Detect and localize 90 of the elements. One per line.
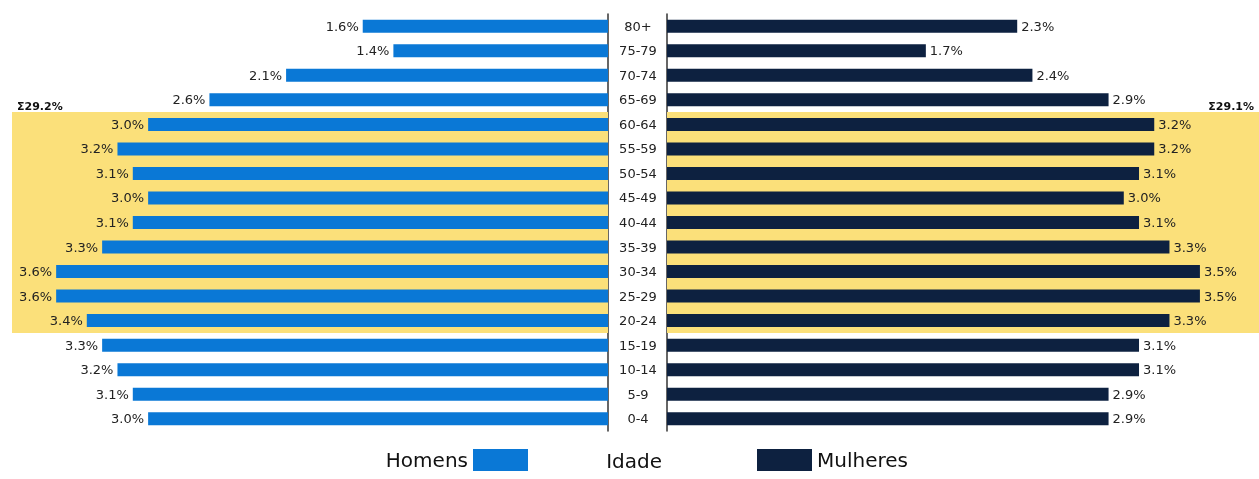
data-label: 3.1% [1143, 165, 1177, 181]
y-tick-label: 70-74 [619, 67, 657, 83]
bar [667, 265, 1200, 279]
bar [286, 68, 608, 82]
data-label: 2.1% [249, 67, 283, 83]
bar [667, 191, 1124, 205]
bar [148, 117, 608, 131]
bar [393, 44, 608, 58]
data-label: 3.3% [1173, 239, 1207, 255]
y-tick-label: 65-69 [619, 92, 657, 108]
y-tick-label: 80+ [624, 18, 652, 34]
y-axis-title: Idade [606, 449, 663, 473]
y-tick-label: 25-29 [619, 288, 657, 304]
y-tick-label: 60-64 [619, 116, 657, 132]
data-label: 3.1% [95, 215, 129, 230]
bar [667, 93, 1109, 107]
data-label: 2.9% [1112, 92, 1146, 108]
data-label: 3.3% [65, 239, 99, 255]
data-label: 3.0% [111, 411, 145, 427]
data-label: 2.9% [1112, 411, 1146, 427]
data-label: 1.6% [325, 18, 359, 34]
bar [56, 265, 608, 279]
data-label: 3.0% [1127, 190, 1161, 206]
y-tick-label: 55-59 [619, 141, 657, 157]
y-tick-label: 30-34 [619, 264, 657, 280]
bar [667, 44, 926, 58]
bar [132, 166, 608, 180]
y-tick-label: 45-49 [619, 190, 657, 206]
bar [667, 387, 1109, 401]
bar [667, 117, 1155, 131]
bar [667, 289, 1200, 303]
data-label: 3.1% [1143, 215, 1177, 230]
bar [117, 142, 608, 156]
data-label: 2.9% [1112, 386, 1146, 402]
bar [667, 240, 1170, 254]
data-label: 3.5% [1203, 264, 1237, 280]
bar [667, 216, 1140, 229]
y-tick-label: 35-39 [619, 239, 657, 255]
data-label: 3.6% [19, 264, 53, 280]
bar [86, 314, 608, 328]
data-label: 3.2% [1158, 116, 1192, 132]
bar [667, 142, 1155, 156]
bar [667, 19, 1018, 33]
bar [667, 363, 1140, 377]
bar [667, 68, 1033, 82]
bar [148, 191, 608, 205]
data-label: 1.7% [929, 43, 963, 59]
data-label: 3.6% [19, 288, 53, 304]
band-label: Σ29.1% [1208, 100, 1254, 114]
y-tick-label: 40-44 [619, 215, 657, 230]
data-label: 1.4% [356, 43, 390, 59]
data-label: 3.1% [1143, 362, 1177, 378]
legend-label: Homens [385, 448, 468, 472]
bar [56, 289, 608, 303]
y-tick-label: 20-24 [619, 313, 657, 329]
bar [667, 166, 1140, 180]
bar [132, 216, 608, 229]
bar [362, 19, 608, 33]
bar [209, 93, 608, 107]
data-label: 3.0% [111, 116, 145, 132]
legend-label: Mulheres [817, 448, 908, 472]
data-label: 3.3% [1173, 313, 1207, 329]
band-label: Σ29.2% [17, 100, 63, 114]
data-label: 2.3% [1021, 18, 1055, 34]
data-label: 3.5% [1203, 288, 1237, 304]
bar [102, 338, 608, 352]
bar [148, 412, 608, 426]
y-tick-label: 0-4 [627, 411, 649, 427]
bar [132, 387, 608, 401]
data-label: 3.2% [80, 141, 114, 157]
y-tick-label: 10-14 [619, 362, 657, 378]
data-label: 2.4% [1036, 67, 1070, 83]
bar [667, 314, 1170, 328]
data-label: 3.1% [95, 165, 129, 181]
data-label: 3.1% [95, 386, 129, 402]
bar [667, 412, 1109, 426]
y-tick-label: 50-54 [619, 165, 657, 181]
data-label: 3.1% [1143, 337, 1177, 353]
data-label: 3.2% [1158, 141, 1192, 157]
data-label: 3.4% [49, 313, 83, 329]
bar [102, 240, 608, 254]
y-tick-label: 15-19 [619, 337, 657, 353]
y-tick-label: 75-79 [619, 43, 657, 59]
data-label: 3.3% [65, 337, 99, 353]
bar [667, 338, 1140, 352]
y-tick-label: 5-9 [627, 386, 649, 402]
data-label: 3.2% [80, 362, 114, 378]
data-label: 2.6% [172, 92, 206, 108]
bar [117, 363, 608, 377]
data-label: 3.0% [111, 190, 145, 206]
